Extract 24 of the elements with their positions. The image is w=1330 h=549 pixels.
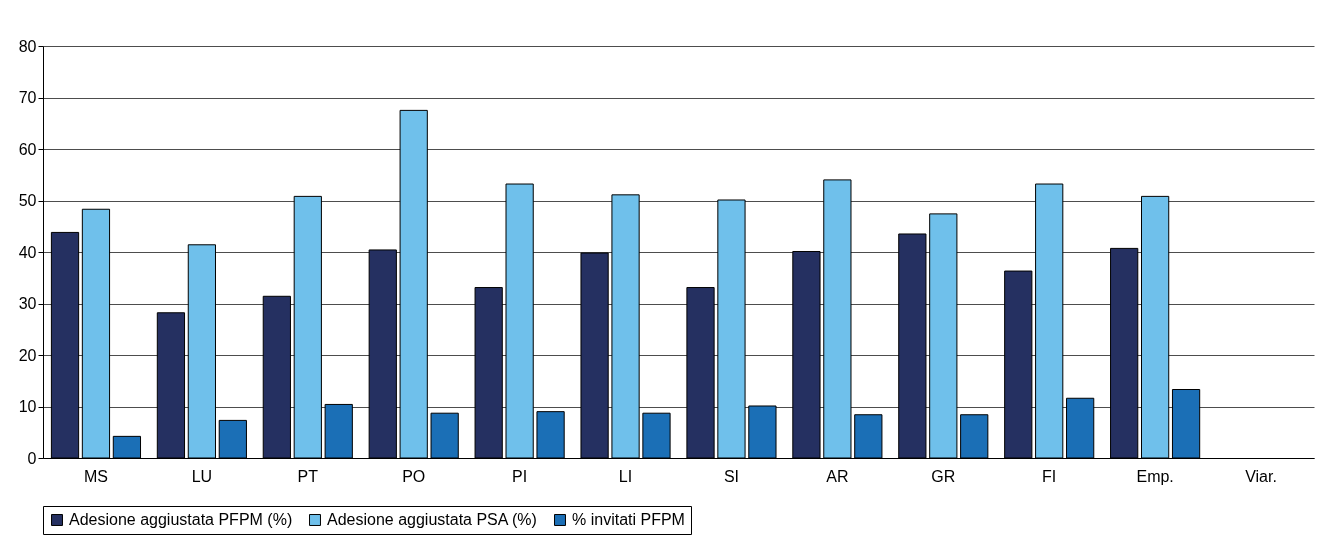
x-tick-label: SI <box>723 467 740 485</box>
x-tick-label: FI <box>1042 467 1057 485</box>
x-tick-label: PO <box>402 467 426 485</box>
x-tick-label: MS <box>83 467 108 485</box>
y-tick-label: 70 <box>18 89 37 106</box>
y-tick-label: 50 <box>18 192 37 209</box>
x-tick-label: PT <box>297 467 319 485</box>
legend-label: Adesione aggiustata PSA (%) <box>327 511 537 528</box>
y-tick-label: 30 <box>18 295 37 312</box>
x-tick-label: PI <box>512 467 528 485</box>
x-tick-label: LI <box>618 467 633 485</box>
legend-label: % invitati PFPM <box>572 511 685 528</box>
y-tick-label: 60 <box>18 140 37 158</box>
x-tick-label: LU <box>191 467 213 485</box>
x-tick-label: Viar. <box>1245 467 1277 485</box>
x-tick-label: Emp. <box>1136 467 1174 485</box>
x-tick-label: GR <box>931 467 956 485</box>
y-tick-label: 20 <box>18 346 37 364</box>
y-tick-label: 10 <box>18 398 37 415</box>
y-tick-label: 0 <box>27 449 37 467</box>
x-tick-label: AR <box>826 467 849 485</box>
legend-label: Adesione aggiustata PFPM (%) <box>69 511 293 528</box>
y-tick-label: 80 <box>18 37 37 55</box>
y-tick-label: 40 <box>18 243 37 261</box>
